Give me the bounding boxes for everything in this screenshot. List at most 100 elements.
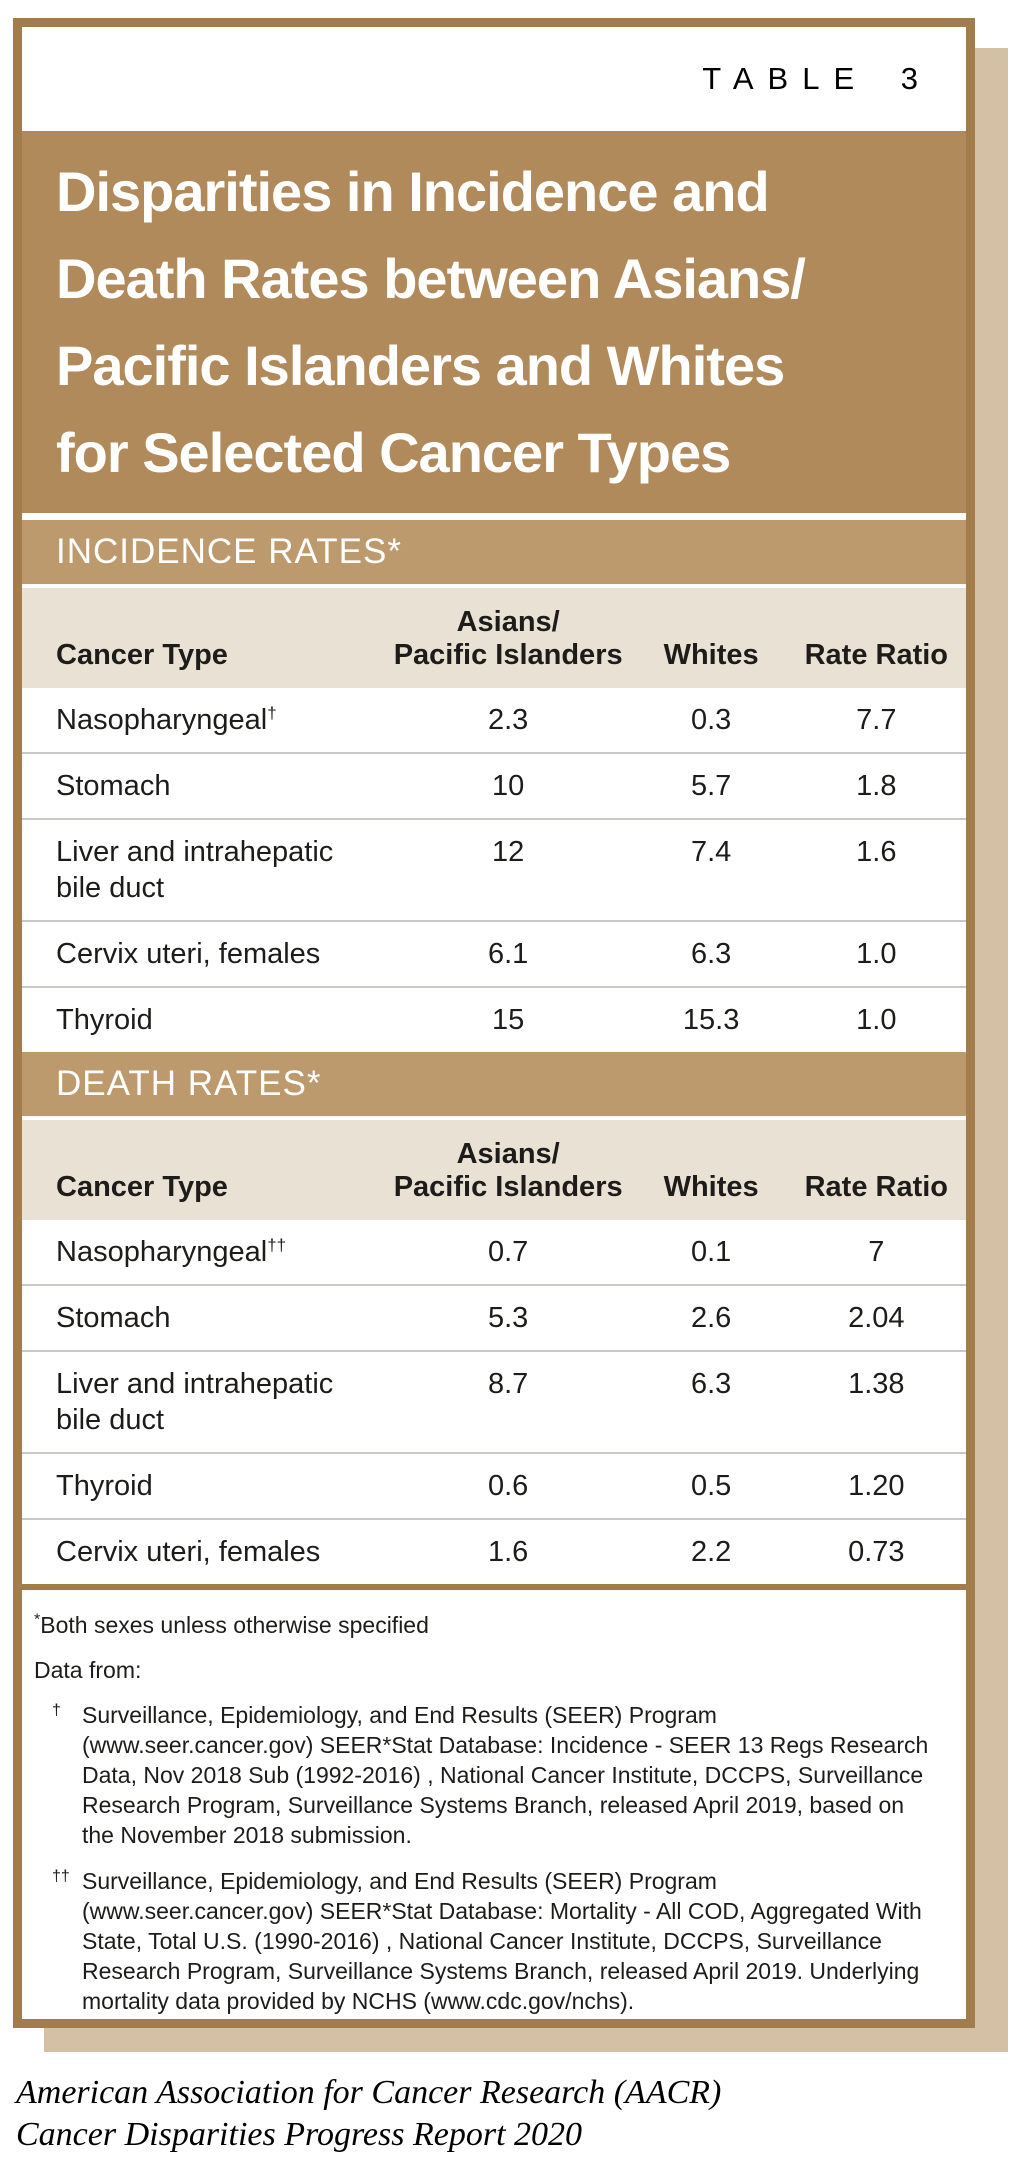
credit: American Association for Cancer Research… [16, 2072, 721, 2156]
column-header-rate-ratio: Rate Ratio [804, 1171, 949, 1203]
column-header-asians-pacific-islanders: Asians/ Pacific Islanders [381, 606, 636, 672]
cell-cancer-type: Stomach [22, 768, 381, 804]
table-row: Nasopharyngeal†† 0.7 0.1 7 [22, 1220, 966, 1284]
column-header-rate-ratio: Rate Ratio [804, 639, 949, 671]
table-row: Stomach 5.3 2.6 2.04 [22, 1284, 966, 1350]
table-label: TABLE 3 [702, 61, 932, 96]
footnote-dagger: † Surveillance, Epidemiology, and End Res… [34, 1700, 940, 1850]
table-title-line: Death Rates between Asians/ [56, 247, 806, 310]
cell-cancer-type: Liver and intrahepatic bile duct [22, 1366, 381, 1438]
cell-whites-rate: 0.5 [690, 1470, 732, 1502]
cell-rate-ratio: 7.7 [856, 704, 897, 736]
cell-rate-ratio: 7 [868, 1236, 885, 1268]
cancer-type-text: Nasopharyngeal [56, 704, 268, 736]
cell-api-rate: 15 [492, 1004, 525, 1036]
table-row: Cervix uteri, females 1.6 2.2 0.73 [22, 1518, 966, 1584]
cell-cancer-type: Nasopharyngeal†† [22, 1234, 381, 1270]
table-row: Thyroid 15 15.3 1.0 [22, 986, 966, 1052]
cancer-type-text: Thyroid [56, 1004, 153, 1036]
cell-api-rate: 12 [492, 836, 525, 868]
cell-rate-ratio: 0.73 [848, 1536, 905, 1568]
cell-rate-ratio: 1.0 [856, 938, 897, 970]
cell-api-rate: 0.7 [487, 1236, 529, 1268]
cell-cancer-type: Thyroid [22, 1002, 381, 1038]
cell-cancer-type: Liver and intrahepatic bile duct [22, 834, 381, 906]
cell-rate-ratio: 1.6 [856, 836, 897, 868]
cell-api-rate: 5.3 [487, 1302, 529, 1334]
cell-rate-ratio: 2.04 [848, 1302, 905, 1334]
column-header-line: Asians/ [456, 606, 560, 638]
cancer-type-text: Liver and intrahepatic bile duct [56, 836, 334, 904]
table-row: Liver and intrahepatic bile duct 8.7 6.3… [22, 1350, 966, 1452]
cell-api-rate: 10 [492, 770, 525, 802]
cell-whites-rate: 6.3 [690, 938, 732, 970]
cell-api-rate: 8.7 [487, 1368, 529, 1400]
death-header-row: Cancer Type Asians/ Pacific Islanders Wh… [22, 1120, 966, 1220]
cell-rate-ratio: 1.0 [856, 1004, 897, 1036]
table-title-line: for Selected Cancer Types [56, 421, 731, 484]
cell-whites-rate: 0.3 [690, 704, 732, 736]
cell-whites-rate: 15.3 [682, 1004, 740, 1036]
data-from-label: Data from: [34, 1657, 142, 1683]
cell-cancer-type: Nasopharyngeal† [22, 702, 381, 738]
table-row: Thyroid 0.6 0.5 1.20 [22, 1452, 966, 1518]
column-header-whites: Whites [663, 639, 759, 671]
table-card: TABLE 3 Disparities in Incidence and Dea… [13, 18, 975, 2028]
table-title-line: Pacific Islanders and Whites [56, 334, 785, 397]
cell-api-rate: 0.6 [487, 1470, 529, 1502]
cell-whites-rate: 5.7 [690, 770, 732, 802]
cell-cancer-type: Stomach [22, 1300, 381, 1336]
footnote-dagger-text: Surveillance, Epidemiology, and End Resu… [82, 1702, 929, 1848]
table-label-row: TABLE 3 [22, 27, 966, 131]
footnote-double-dagger-text: Surveillance, Epidemiology, and End Resu… [82, 1868, 922, 2014]
divider-white [22, 513, 966, 520]
cell-rate-ratio: 1.8 [856, 770, 897, 802]
cancer-type-text: Thyroid [56, 1470, 153, 1502]
column-header-line: Asians/ [456, 1138, 560, 1170]
cell-api-rate: 1.6 [487, 1536, 529, 1568]
footnote-double-dagger: †† Surveillance, Epidemiology, and End Re… [34, 1866, 940, 2016]
cancer-type-text: Stomach [56, 770, 171, 802]
cell-whites-rate: 6.3 [690, 1368, 732, 1400]
credit-line-2: Cancer Disparities Progress Report 2020 [16, 2116, 583, 2153]
section-heading-death: DEATH RATES* [22, 1052, 966, 1120]
dagger-marker: † [52, 1702, 61, 1719]
incidence-header-row: Cancer Type Asians/ Pacific Islanders Wh… [22, 588, 966, 688]
cell-cancer-type: Cervix uteri, females [22, 1534, 381, 1570]
column-header-line: Pacific Islanders [393, 639, 623, 671]
column-header-cancer-type: Cancer Type [56, 1171, 228, 1203]
cell-api-rate: 2.3 [487, 704, 529, 736]
footnote-both-sexes-text: Both sexes unless otherwise specified [40, 1612, 429, 1638]
column-header-cancer-type: Cancer Type [56, 639, 228, 671]
footnotes-section: *Both sexes unless otherwise specified D… [22, 1584, 966, 2016]
double-dagger-marker: †† [52, 1868, 70, 1885]
cell-whites-rate: 0.1 [690, 1236, 732, 1268]
cell-rate-ratio: 1.20 [848, 1470, 905, 1502]
table-row: Stomach 10 5.7 1.8 [22, 752, 966, 818]
asterisk-marker: * [34, 1611, 41, 1629]
cell-whites-rate: 2.6 [690, 1302, 732, 1334]
cancer-type-text: Cervix uteri, females [56, 938, 321, 970]
cancer-type-text: Nasopharyngeal [56, 1236, 268, 1268]
cell-rate-ratio: 1.38 [848, 1368, 905, 1400]
footnote-marker: † [267, 703, 277, 723]
cell-whites-rate: 2.2 [690, 1536, 732, 1568]
cell-api-rate: 6.1 [487, 938, 529, 970]
section-heading-incidence: INCIDENCE RATES* [22, 520, 966, 588]
cell-whites-rate: 7.4 [690, 836, 732, 868]
footnote-both-sexes: *Both sexes unless otherwise specified [34, 1610, 940, 1640]
table-row: Cervix uteri, females 6.1 6.3 1.0 [22, 920, 966, 986]
column-header-asians-pacific-islanders: Asians/ Pacific Islanders [381, 1138, 636, 1204]
table-row: Liver and intrahepatic bile duct 12 7.4 … [22, 818, 966, 920]
credit-line-1: American Association for Cancer Research… [16, 2074, 722, 2111]
footnote-marker: †† [267, 1235, 287, 1255]
table-title-band: Disparities in Incidence and Death Rates… [22, 131, 966, 513]
cell-cancer-type: Thyroid [22, 1468, 381, 1504]
table-row: Nasopharyngeal† 2.3 0.3 7.7 [22, 688, 966, 752]
cell-cancer-type: Cervix uteri, females [22, 936, 381, 972]
cancer-type-text: Cervix uteri, females [56, 1536, 321, 1568]
cancer-type-text: Liver and intrahepatic bile duct [56, 1368, 334, 1436]
column-header-line: Pacific Islanders [393, 1171, 623, 1203]
table-title-line: Disparities in Incidence and [56, 160, 770, 223]
cancer-type-text: Stomach [56, 1302, 171, 1334]
